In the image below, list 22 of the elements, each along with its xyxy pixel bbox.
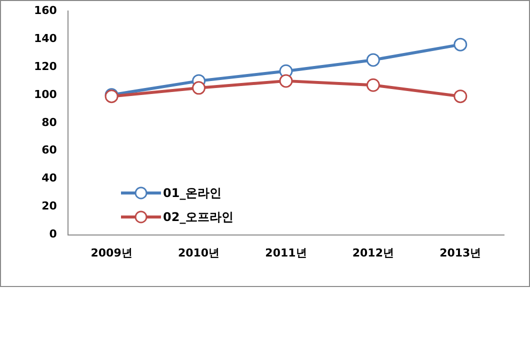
y-tick-label: 140 (34, 32, 58, 45)
y-tick-label: 80 (42, 116, 58, 129)
point (366, 53, 380, 67)
point (454, 38, 468, 52)
x-tick-label: 2010년 (178, 246, 220, 260)
x-tick-label: 2013년 (440, 246, 482, 260)
x-tick-label: 2009년 (90, 246, 132, 260)
y-tick-label: 60 (42, 144, 58, 157)
x-tick-label: 2011년 (265, 246, 307, 260)
y-tick-label: 100 (34, 88, 58, 101)
y-tick-label: 120 (34, 60, 58, 73)
point (279, 74, 293, 88)
point (192, 81, 206, 95)
legend-label: 01_온라인 (163, 184, 222, 202)
point (366, 78, 380, 92)
y-tick-label: 20 (42, 200, 58, 213)
y-tick-label: 160 (34, 4, 58, 17)
point (454, 90, 468, 104)
legend-label: 02_오프라인 (163, 208, 234, 226)
x-tick-label: 2012년 (352, 246, 394, 260)
y-tick-label: 0 (49, 228, 58, 241)
y-tick-label: 40 (42, 172, 58, 185)
